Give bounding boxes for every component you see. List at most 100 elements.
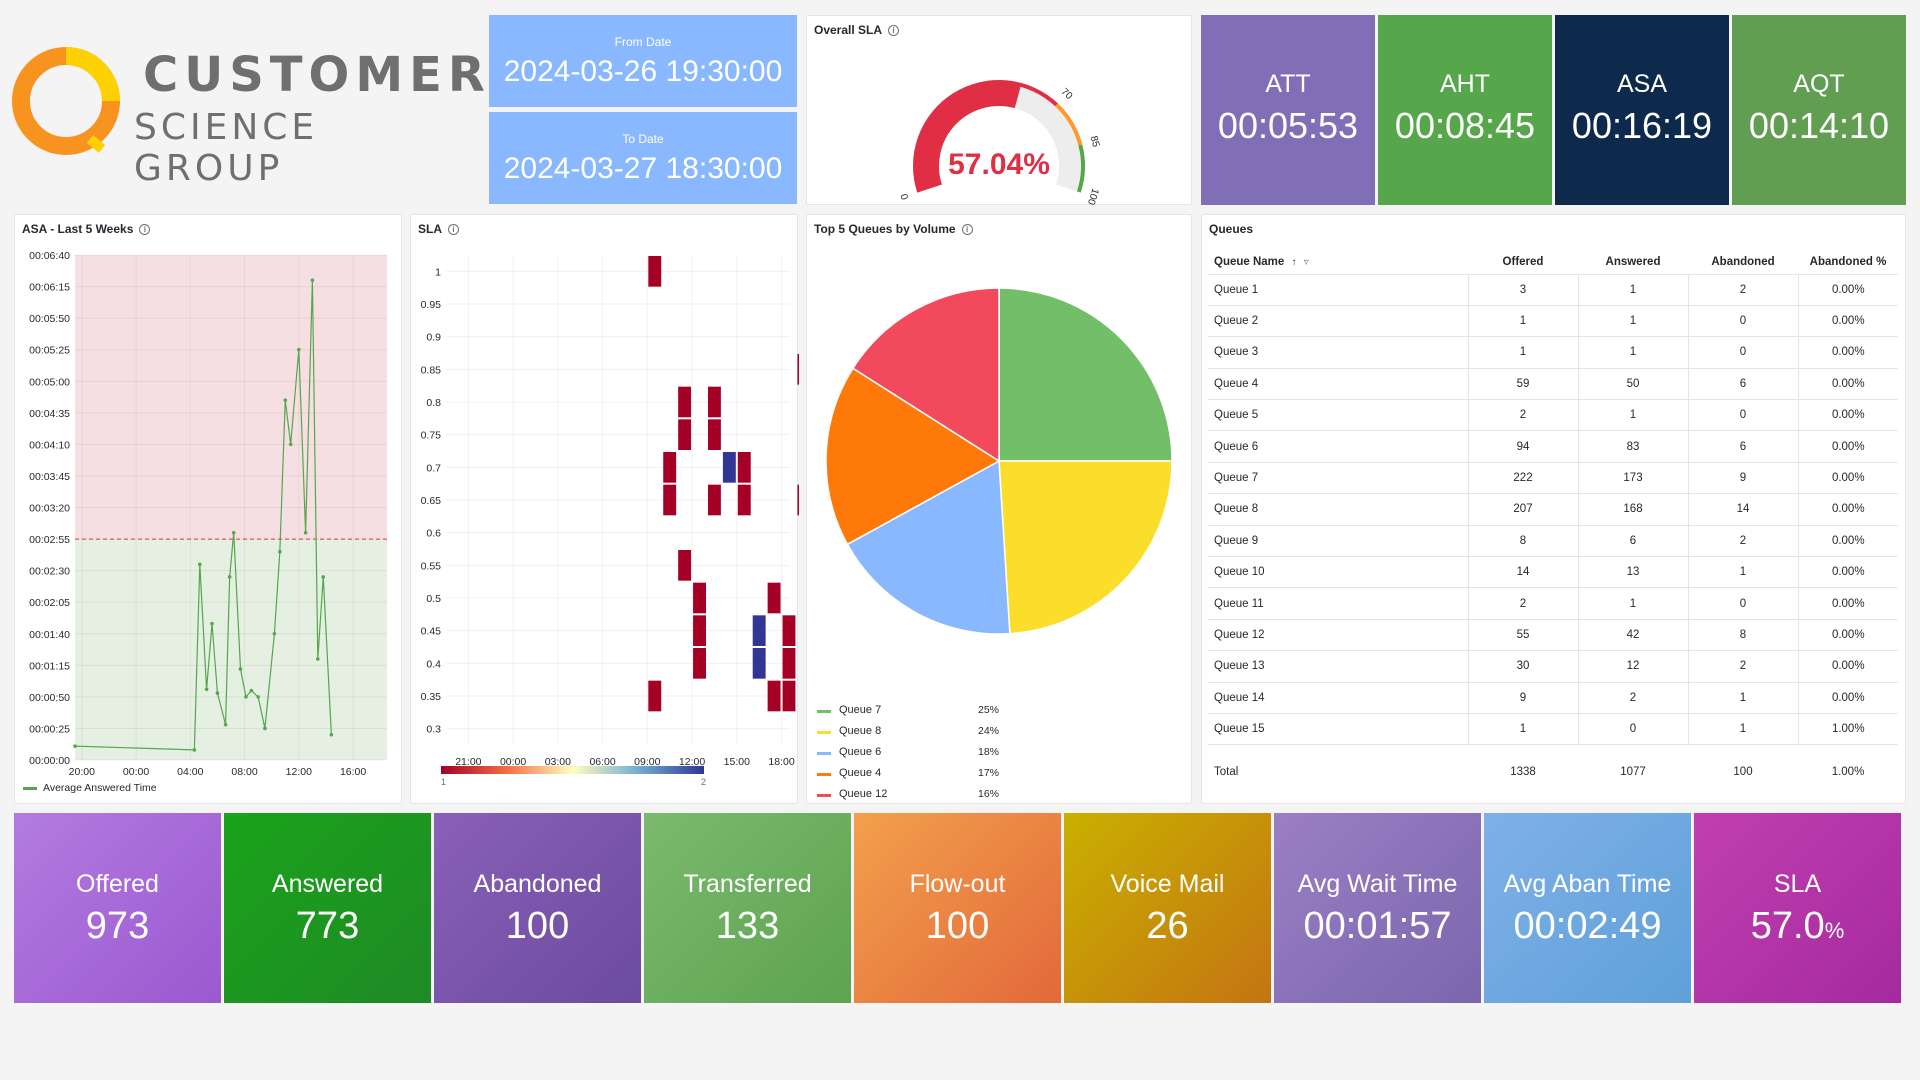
- table-cell: Queue 15: [1208, 713, 1469, 746]
- heatmap-cell[interactable]: [767, 680, 781, 712]
- table-row[interactable]: Queue 3 1 1 0 0.00%: [1208, 336, 1898, 369]
- heatmap-cell[interactable]: [737, 484, 751, 516]
- heatmap-cell[interactable]: [678, 386, 692, 418]
- stat-tile-voice-mail: Voice Mail 26: [1064, 813, 1271, 1003]
- data-point[interactable]: [192, 748, 197, 752]
- table-cell: 0: [1688, 587, 1799, 620]
- pie-slice-queue-4[interactable]: [825, 367, 1001, 546]
- heatmap-cell[interactable]: [782, 615, 796, 646]
- data-point[interactable]: [256, 695, 260, 699]
- heatmap-cell[interactable]: [737, 452, 751, 483]
- gauge-mark-100: 100: [1085, 187, 1101, 206]
- asa-legend[interactable]: Average Answered Time: [23, 782, 157, 794]
- table-row[interactable]: Queue 13 30 12 2 0.00%: [1208, 650, 1898, 683]
- info-icon[interactable]: i: [139, 223, 151, 235]
- col-offered[interactable]: Offered: [1468, 250, 1578, 275]
- table-cell: 0.00%: [1798, 336, 1898, 369]
- data-point[interactable]: [329, 732, 334, 737]
- data-point[interactable]: [321, 575, 326, 579]
- table-cell: 2: [1688, 650, 1799, 683]
- table-row[interactable]: Queue 14 9 2 1 0.00%: [1208, 682, 1898, 714]
- sort-asc-icon[interactable]: ↑: [1291, 256, 1297, 268]
- col-abandoned[interactable]: Abandoned: [1688, 250, 1798, 275]
- table-row[interactable]: Queue 6 94 83 6 0.00%: [1208, 430, 1898, 463]
- pie-slice-queue-6[interactable]: [846, 459, 1011, 635]
- data-point[interactable]: [310, 278, 315, 283]
- data-point[interactable]: [198, 562, 202, 567]
- heatmap-cell[interactable]: [722, 452, 736, 483]
- pie-slice-queue-8[interactable]: [998, 460, 1173, 635]
- data-point[interactable]: [231, 530, 236, 535]
- heatmap-cell[interactable]: [678, 419, 692, 450]
- data-point[interactable]: [223, 722, 228, 727]
- table-row[interactable]: Queue 7 222 173 9 0.00%: [1208, 462, 1898, 495]
- table-row[interactable]: Queue 5 2 1 0 0.00%: [1208, 399, 1898, 432]
- heatmap-cell[interactable]: [767, 582, 781, 614]
- data-point[interactable]: [263, 726, 267, 731]
- col-abandoned-pct[interactable]: Abandoned %: [1798, 250, 1898, 275]
- info-icon[interactable]: i: [448, 223, 459, 235]
- data-point[interactable]: [272, 631, 277, 636]
- data-point[interactable]: [297, 347, 301, 352]
- heatmap-cell[interactable]: [678, 550, 692, 581]
- data-point[interactable]: [210, 621, 214, 626]
- col-answered[interactable]: Answered: [1578, 250, 1688, 275]
- data-point[interactable]: [238, 667, 243, 671]
- table-row[interactable]: Queue 10 14 13 1 0.00%: [1208, 556, 1898, 589]
- data-point[interactable]: [204, 687, 209, 692]
- table-header-row: Queue Name ↑ ▿ Offered Answered Abandone…: [1208, 250, 1898, 275]
- data-point[interactable]: [249, 688, 254, 693]
- y-tick-label: 00:00:00: [29, 755, 70, 767]
- pie-slice-queue-12[interactable]: [851, 287, 1000, 463]
- table-row[interactable]: Queue 12 55 42 8 0.00%: [1208, 619, 1898, 652]
- data-point[interactable]: [215, 691, 220, 695]
- data-point[interactable]: [244, 695, 248, 699]
- info-icon[interactable]: i: [961, 223, 973, 235]
- table-row[interactable]: Queue 8 207 168 14 0.00%: [1208, 493, 1898, 526]
- heatmap-cell[interactable]: [797, 354, 799, 385]
- heatmap-cell[interactable]: [797, 484, 799, 516]
- heatmap-cell[interactable]: [693, 615, 706, 646]
- heatmap-cell[interactable]: [707, 386, 721, 418]
- table-row[interactable]: Queue 1 3 1 2 0.00%: [1208, 274, 1898, 306]
- y-tick-label: 00:02:55: [29, 534, 70, 546]
- table-cell: 2: [1468, 399, 1579, 432]
- heatmap-cell[interactable]: [752, 648, 766, 679]
- table-row[interactable]: Queue 9 8 6 2 0.00%: [1208, 525, 1898, 558]
- info-icon[interactable]: i: [888, 24, 900, 36]
- table-row[interactable]: Queue 4 59 50 6 0.00%: [1208, 368, 1898, 401]
- heatmap-cell[interactable]: [782, 648, 796, 679]
- heatmap-cell[interactable]: [752, 615, 766, 646]
- table-cell: 1: [1578, 274, 1689, 306]
- heatmap-cell[interactable]: [707, 484, 721, 516]
- tile-label: Answered: [271, 870, 384, 898]
- filter-icon[interactable]: ▿: [1303, 256, 1309, 268]
- heatmap-cell[interactable]: [782, 680, 796, 712]
- heatmap-cell[interactable]: [707, 419, 721, 450]
- table-row[interactable]: Queue 2 1 1 0 0.00%: [1208, 305, 1898, 338]
- x-tick-label: 08:00: [231, 766, 257, 778]
- heatmap-cell[interactable]: [648, 256, 662, 287]
- x-tick-label: 15:00: [724, 756, 750, 768]
- heatmap-cell[interactable]: [693, 648, 706, 679]
- heatmap-cell[interactable]: [693, 582, 706, 614]
- data-point[interactable]: [227, 575, 232, 579]
- table-row[interactable]: Queue 15 1 0 1 1.00%: [1208, 713, 1898, 746]
- heatmap-cell[interactable]: [648, 680, 662, 712]
- data-point[interactable]: [278, 549, 282, 554]
- data-point[interactable]: [303, 530, 308, 535]
- table-cell: Queue 6: [1208, 430, 1469, 463]
- table-cell: 42: [1578, 619, 1689, 652]
- data-point[interactable]: [283, 398, 288, 402]
- data-point[interactable]: [73, 744, 77, 748]
- col-queue-name[interactable]: Queue Name ↑ ▿: [1208, 250, 1468, 275]
- pie-slice-queue-7[interactable]: [998, 287, 1173, 462]
- data-point[interactable]: [316, 657, 320, 661]
- heatmap-cell[interactable]: [663, 452, 677, 483]
- gauge-value-text: 57.04%: [948, 148, 1050, 181]
- data-point[interactable]: [288, 442, 293, 447]
- aqt-value: 00:14:10: [1748, 105, 1890, 146]
- table-row[interactable]: Queue 11 2 1 0 0.00%: [1208, 587, 1898, 620]
- stat-tile-avg-wait-time: Avg Wait Time 00:01:57: [1274, 813, 1481, 1003]
- heatmap-cell[interactable]: [663, 484, 677, 516]
